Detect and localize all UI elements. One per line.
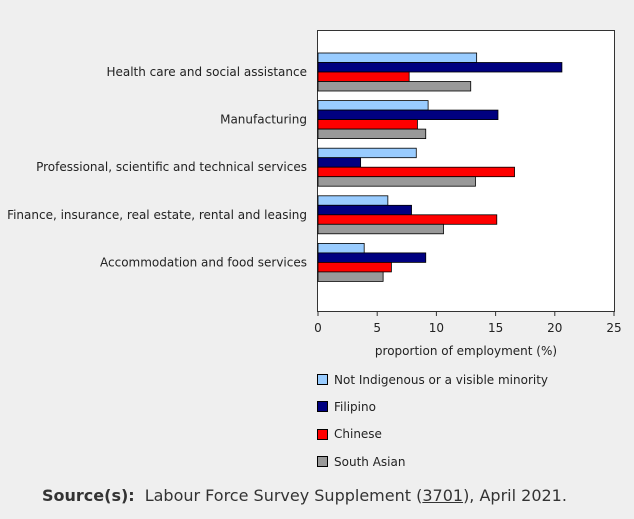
x-axis-title: proportion of employment (%) bbox=[375, 344, 557, 358]
bar-2-1 bbox=[317, 100, 429, 111]
category-label: Manufacturing bbox=[220, 113, 307, 127]
bar-4-4 bbox=[317, 223, 444, 235]
x-tick-label: 5 bbox=[373, 321, 381, 335]
legend-swatch bbox=[317, 428, 328, 440]
legend-item: South Asian bbox=[317, 448, 548, 475]
x-tick-label: 15 bbox=[488, 321, 503, 335]
legend-item: Not Indigenous or a visible minority bbox=[317, 366, 548, 393]
legend-label: Not Indigenous or a visible minority bbox=[334, 372, 549, 387]
x-tick-label: 0 bbox=[314, 321, 322, 335]
x-tick-label: 20 bbox=[547, 321, 562, 335]
category-label: Finance, insurance, real estate, rental … bbox=[7, 208, 307, 222]
bar-2-4 bbox=[317, 128, 427, 140]
x-tick-label: 25 bbox=[606, 321, 621, 335]
legend-label: Chinese bbox=[334, 427, 382, 442]
bar-3-3 bbox=[317, 166, 515, 178]
bar-4-3 bbox=[317, 214, 498, 225]
bar-chart: Health care and social assistance Manufac… bbox=[7, 30, 622, 358]
bar-1-4 bbox=[317, 81, 472, 92]
bar-5-4 bbox=[317, 271, 384, 282]
legend-label: South Asian bbox=[334, 454, 406, 469]
x-tick-label: 10 bbox=[429, 321, 444, 335]
legend-label: Filipino bbox=[334, 399, 376, 414]
legend-swatch bbox=[317, 456, 328, 468]
category-label: Professional, scientific and technical s… bbox=[36, 160, 307, 174]
bar-4-1 bbox=[317, 195, 389, 206]
bar-5-3 bbox=[317, 261, 392, 273]
bar-4-2 bbox=[317, 204, 412, 216]
bar-5-1 bbox=[317, 242, 365, 254]
bar-1-1 bbox=[317, 52, 478, 63]
bar-2-3 bbox=[317, 119, 418, 130]
bar-2-2 bbox=[317, 109, 499, 120]
category-label: Accommodation and food services bbox=[100, 255, 307, 269]
legend-item: Chinese bbox=[317, 421, 548, 448]
source-note: Source(s): Labour Force Survey Supplement… bbox=[42, 486, 567, 505]
source-text-after: ), April 2021. bbox=[463, 486, 567, 505]
legend-item: Filipino bbox=[317, 393, 548, 420]
source-table-link[interactable]: 3701 bbox=[422, 486, 464, 505]
bar-1-2 bbox=[317, 62, 563, 73]
bar-5-2 bbox=[317, 252, 427, 263]
source-text-before: Labour Force Survey Supplement ( bbox=[144, 486, 423, 505]
category-label: Health care and social assistance bbox=[106, 65, 307, 79]
legend-swatch bbox=[317, 374, 328, 386]
bar-3-4 bbox=[317, 176, 476, 187]
legend: Not Indigenous or a visible minority Fili… bbox=[317, 366, 548, 475]
bar-3-2 bbox=[317, 157, 362, 168]
bar-1-3 bbox=[317, 71, 410, 82]
source-label: Source(s): bbox=[42, 486, 135, 505]
legend-swatch bbox=[317, 401, 328, 413]
bar-3-1 bbox=[317, 147, 417, 159]
